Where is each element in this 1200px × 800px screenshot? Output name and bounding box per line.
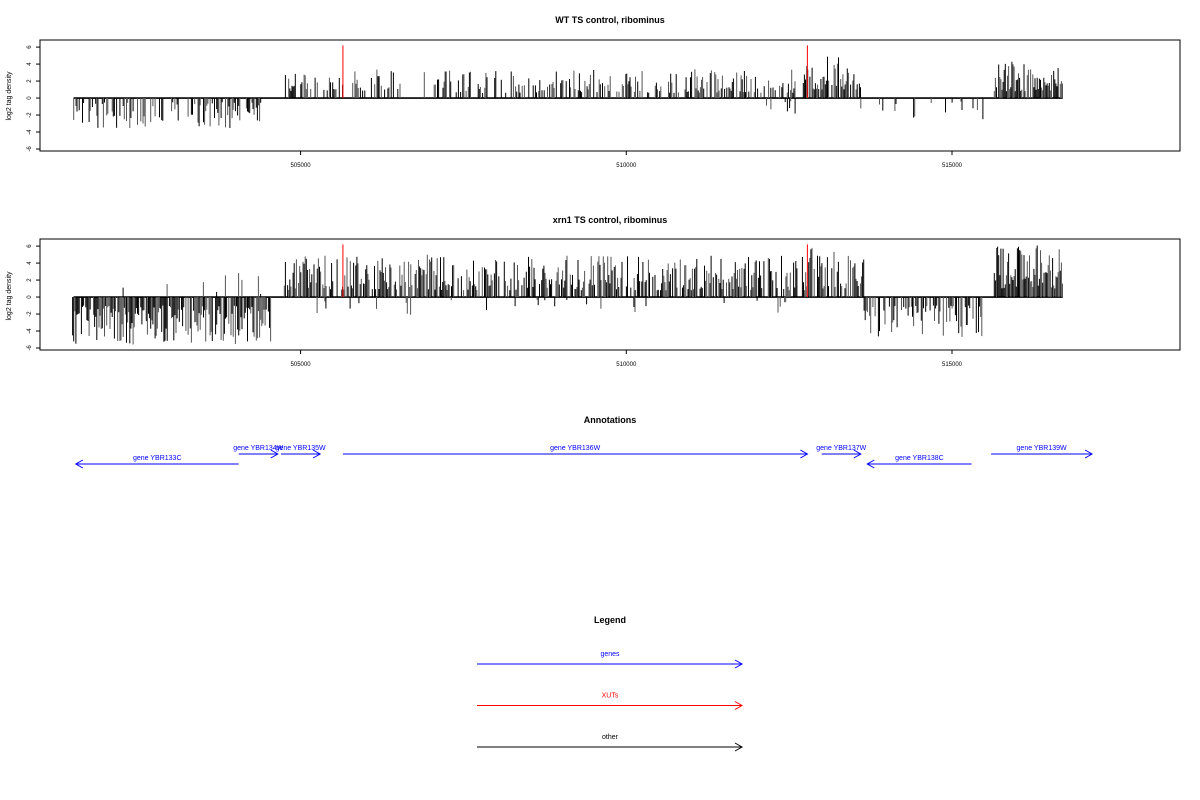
legend-item-label: XUTs bbox=[602, 693, 619, 700]
y-tick-label: 0 bbox=[27, 295, 33, 299]
x-tick-label: 510000 bbox=[616, 163, 637, 169]
wt-track-ylabel: log2 tag density bbox=[6, 71, 13, 121]
gene-arrowhead bbox=[853, 449, 862, 459]
gene-arrowhead bbox=[1084, 449, 1094, 459]
gene-label: gene YBR136W bbox=[550, 445, 600, 452]
gene-arrowhead bbox=[866, 459, 875, 469]
y-tick-label: -4 bbox=[27, 129, 33, 135]
y-tick-label: -2 bbox=[27, 112, 33, 118]
legend-item-label: other bbox=[602, 734, 619, 741]
gene-arrowhead bbox=[800, 449, 809, 459]
y-tick-label: 2 bbox=[27, 79, 33, 83]
xrn1-track-frame bbox=[39, 238, 1181, 351]
x-tick-label: 510000 bbox=[616, 362, 637, 368]
legend-item-arrowhead bbox=[734, 701, 744, 710]
xrn1-track-panel: xrn1 TS control, ribominus log2 tag dens… bbox=[6, 215, 1181, 368]
gene-label: gene YBR134W bbox=[233, 445, 283, 452]
xrn1-track-title: xrn1 TS control, ribominus bbox=[553, 215, 668, 225]
wt-track-panel: WT TS control, ribominus log2 tag densit… bbox=[6, 15, 1181, 169]
y-tick-label: 4 bbox=[27, 62, 33, 66]
x-tick-label: 505000 bbox=[291, 362, 312, 368]
legend-title: Legend bbox=[594, 615, 626, 625]
gene-label: gene YBR139W bbox=[1017, 445, 1067, 452]
y-tick-label: 4 bbox=[27, 261, 33, 265]
annotations-title: Annotations bbox=[584, 415, 637, 425]
y-tick-label: 6 bbox=[27, 45, 33, 49]
legend-items: genes XUTs other bbox=[477, 651, 744, 752]
x-tick-label: 515000 bbox=[942, 362, 963, 368]
wt-track-title: WT TS control, ribominus bbox=[555, 15, 665, 25]
x-tick-label: 515000 bbox=[942, 163, 963, 169]
gene-label: gene YBR137W bbox=[816, 445, 866, 452]
legend-panel: Legend genes XUTs other bbox=[477, 615, 744, 752]
x-tick-label: 505000 bbox=[291, 163, 312, 169]
gene-label: gene YBR138C bbox=[895, 455, 944, 462]
y-tick-label: -2 bbox=[27, 311, 33, 317]
wt-track-frame bbox=[39, 39, 1181, 152]
gene-label: gene YBR133C bbox=[133, 455, 182, 462]
wt-track-marks: -6 -4 -2 0 2 4 6 505000 510000 515000 bbox=[27, 45, 1063, 169]
xrn1-track-marks: -6 -4 -2 0 2 4 6 505000 510000 515000 bbox=[27, 244, 1063, 368]
y-tick-label: 0 bbox=[27, 96, 33, 100]
legend-item-arrowhead bbox=[734, 742, 744, 752]
y-tick-label: -6 bbox=[27, 146, 33, 152]
y-tick-label: 6 bbox=[27, 244, 33, 248]
xrn1-track-ylabel: log2 tag density bbox=[6, 271, 13, 321]
legend-item-arrowhead bbox=[734, 659, 744, 669]
gene-arrowhead bbox=[74, 459, 84, 469]
y-tick-label: -6 bbox=[27, 345, 33, 351]
y-tick-label: 2 bbox=[27, 278, 33, 282]
gene-arrowhead bbox=[312, 449, 322, 459]
legend-item-label: genes bbox=[600, 651, 620, 658]
gene-arrowhead bbox=[270, 449, 279, 459]
gene-label: gene YBR135W bbox=[276, 445, 326, 452]
y-tick-label: -4 bbox=[27, 328, 33, 334]
